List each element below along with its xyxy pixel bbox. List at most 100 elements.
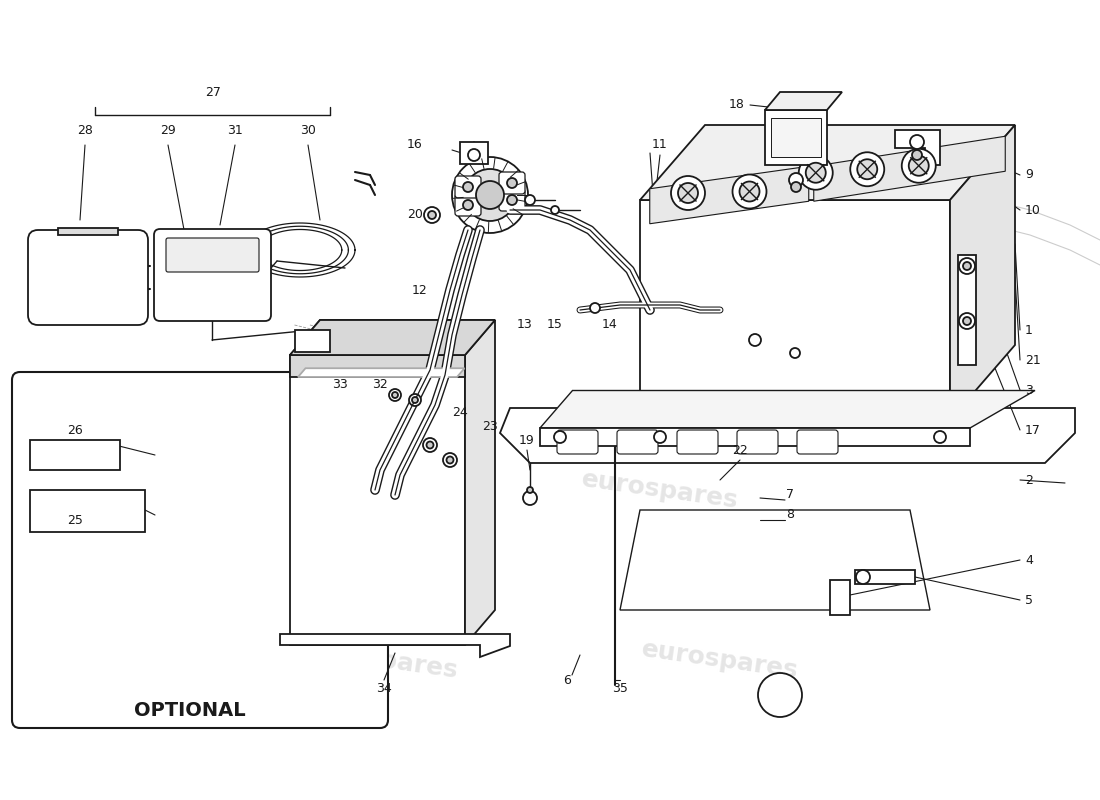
Circle shape [671,176,705,210]
Polygon shape [58,228,118,235]
Text: 5: 5 [1025,594,1033,606]
Circle shape [424,438,437,452]
Circle shape [799,156,833,190]
Circle shape [507,178,517,188]
Text: 8: 8 [786,509,794,522]
Polygon shape [465,320,495,645]
Text: 1: 1 [1025,323,1033,337]
Circle shape [962,317,971,325]
Circle shape [590,303,600,313]
Circle shape [428,211,436,219]
Text: 27: 27 [205,86,221,98]
Polygon shape [290,355,465,377]
Circle shape [790,348,800,358]
FancyBboxPatch shape [166,238,258,272]
Circle shape [789,173,803,187]
Text: 23: 23 [482,421,498,434]
Circle shape [424,207,440,223]
FancyBboxPatch shape [28,230,148,325]
Text: 13: 13 [517,318,532,331]
Circle shape [468,149,480,161]
Circle shape [389,389,402,401]
Polygon shape [895,130,940,165]
Polygon shape [830,580,850,615]
Text: 6: 6 [563,674,571,686]
Polygon shape [958,255,976,365]
FancyBboxPatch shape [12,372,388,728]
Circle shape [409,394,421,406]
Polygon shape [620,510,930,610]
Circle shape [443,453,456,467]
Circle shape [522,491,537,505]
Polygon shape [640,200,950,420]
Circle shape [392,392,398,398]
Text: OPTIONAL: OPTIONAL [134,701,245,719]
Polygon shape [290,320,495,355]
Text: 24: 24 [452,406,468,418]
Text: 16: 16 [407,138,422,151]
Bar [771,118,821,157]
Text: 33: 33 [332,378,348,391]
Text: 12: 12 [412,283,428,297]
Text: 17: 17 [1025,423,1041,437]
FancyBboxPatch shape [154,229,271,321]
Text: 3: 3 [1025,383,1033,397]
Circle shape [447,457,453,463]
Circle shape [739,182,759,202]
Circle shape [464,169,516,221]
Bar [855,570,915,584]
Circle shape [463,182,473,192]
Polygon shape [650,166,808,224]
Text: 15: 15 [547,318,563,331]
Text: 25: 25 [67,514,82,526]
FancyBboxPatch shape [499,172,525,194]
Circle shape [912,150,922,160]
Text: 19: 19 [519,434,535,446]
Text: 21: 21 [1025,354,1041,366]
Polygon shape [280,634,510,657]
Circle shape [791,182,801,192]
Polygon shape [950,125,1015,420]
Circle shape [507,195,517,205]
Circle shape [654,431,666,443]
FancyBboxPatch shape [499,189,525,211]
FancyBboxPatch shape [557,430,598,454]
Circle shape [805,162,826,182]
Circle shape [525,195,535,205]
Circle shape [850,152,884,186]
Circle shape [959,258,975,274]
Text: 29: 29 [161,123,176,137]
Polygon shape [764,110,827,165]
Circle shape [910,135,924,149]
Circle shape [909,156,928,176]
Bar [460,142,488,164]
Text: 18: 18 [729,98,745,111]
Text: eurospares: eurospares [170,467,330,513]
Text: 2: 2 [1025,474,1033,486]
Bar [295,330,330,352]
Circle shape [962,262,971,270]
Polygon shape [764,92,842,110]
Circle shape [463,200,473,210]
Circle shape [749,334,761,346]
Text: 34: 34 [376,682,392,694]
Polygon shape [500,408,1075,463]
Circle shape [554,431,566,443]
Text: 35: 35 [612,682,628,694]
Text: 14: 14 [602,318,618,331]
FancyArrow shape [95,560,233,698]
Text: 10: 10 [1025,203,1041,217]
FancyBboxPatch shape [676,430,718,454]
Circle shape [959,313,975,329]
Circle shape [856,570,870,584]
Text: 32: 32 [372,378,388,391]
Text: eurospares: eurospares [640,637,800,683]
Bar [30,440,120,470]
Circle shape [551,206,559,214]
Polygon shape [640,125,1015,200]
Circle shape [857,159,878,179]
Circle shape [427,442,433,449]
Text: 9: 9 [1025,169,1033,182]
Polygon shape [814,136,1005,202]
Text: 26: 26 [67,423,82,437]
